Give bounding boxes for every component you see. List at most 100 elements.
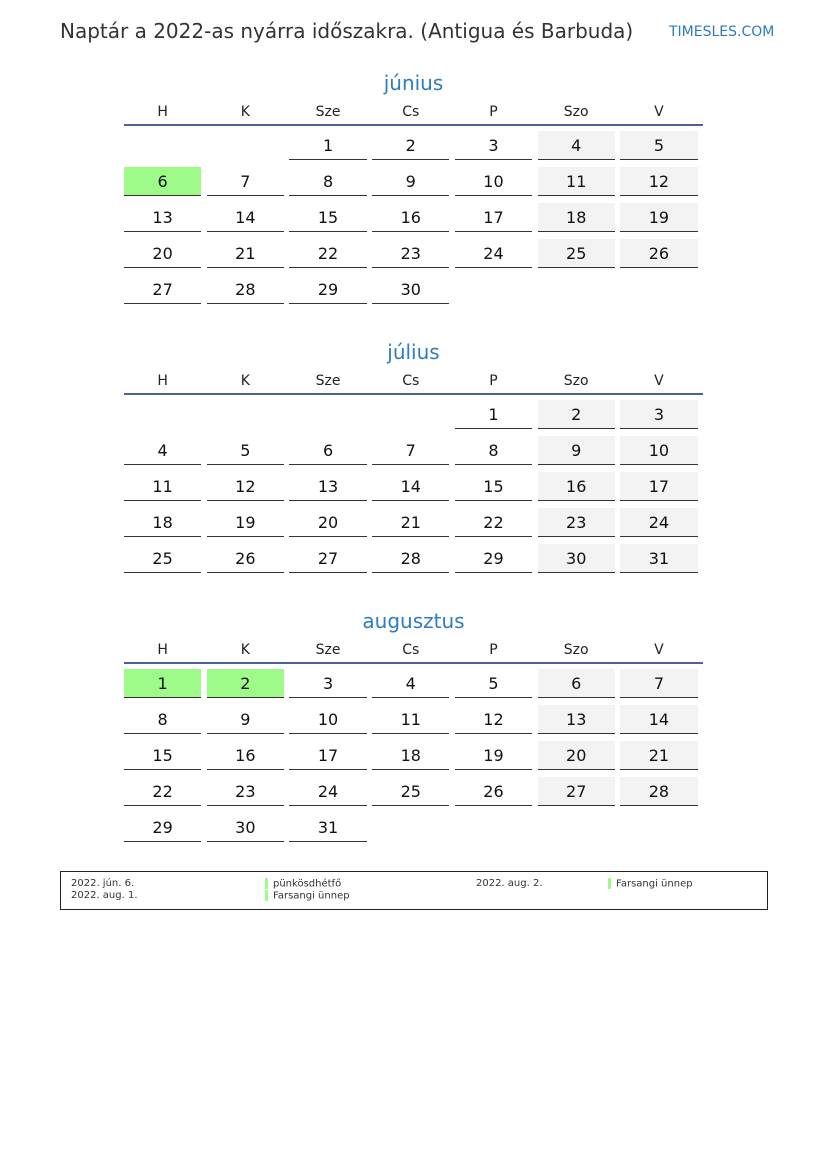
day-cell[interactable]: 1 — [124, 669, 202, 698]
day-cell[interactable]: 1 — [454, 400, 533, 429]
day-cell[interactable]: 18 — [372, 741, 450, 770]
day-cell[interactable]: 29 — [289, 275, 367, 304]
day-cell[interactable]: 25 — [124, 544, 202, 573]
day-cell[interactable]: 14 — [206, 203, 284, 232]
day-cell[interactable]: 6 — [537, 669, 615, 698]
day-cell[interactable]: 23 — [372, 239, 450, 268]
day-cell[interactable]: 29 — [124, 813, 202, 842]
day-cell[interactable]: 3 — [620, 400, 698, 429]
day-cell[interactable]: 18 — [537, 203, 615, 232]
day-cell[interactable]: 11 — [537, 167, 615, 196]
day-cell[interactable]: 1 — [289, 131, 367, 160]
day-cell[interactable]: 28 — [620, 777, 698, 806]
day-cell[interactable]: 25 — [372, 777, 450, 806]
day-cell[interactable]: 7 — [620, 669, 698, 698]
day-cell[interactable]: 29 — [454, 544, 533, 573]
day-cell[interactable]: 12 — [454, 705, 533, 734]
day-cell[interactable]: 2 — [537, 400, 615, 429]
day-cell[interactable]: 12 — [206, 472, 284, 501]
day-cell[interactable]: 14 — [372, 472, 450, 501]
day-cell[interactable]: 14 — [620, 705, 698, 734]
day-cell[interactable]: 8 — [454, 436, 533, 465]
day-cell[interactable]: 27 — [537, 777, 615, 806]
weekday-label: K — [240, 642, 250, 658]
day-cell[interactable]: 7 — [372, 436, 450, 465]
day-cell[interactable]: 17 — [289, 741, 367, 770]
day-cell[interactable]: 3 — [289, 669, 367, 698]
day-cell[interactable]: 2 — [372, 131, 450, 160]
day-cell[interactable]: 5 — [206, 436, 284, 465]
day-cell[interactable]: 23 — [537, 508, 615, 537]
day-cell[interactable]: 16 — [372, 203, 450, 232]
day-cell[interactable]: 22 — [124, 777, 202, 806]
day-cell[interactable]: 6 — [289, 436, 367, 465]
day-cell[interactable]: 18 — [124, 508, 202, 537]
day-cell[interactable]: 23 — [206, 777, 284, 806]
day-cell[interactable]: 11 — [372, 705, 450, 734]
day-cell[interactable]: 17 — [454, 203, 533, 232]
week-row: 11 12 13 14 15 16 17 — [124, 472, 703, 508]
day-cell[interactable]: 13 — [124, 203, 202, 232]
day-cell[interactable]: 22 — [289, 239, 367, 268]
day-cell[interactable]: 30 — [372, 275, 450, 304]
day-cell[interactable]: 6 — [124, 167, 202, 196]
day-cell[interactable]: 17 — [620, 472, 698, 501]
day-cell[interactable]: 30 — [537, 544, 615, 573]
day-cell[interactable]: 15 — [289, 203, 367, 232]
brand-link[interactable]: TIMESLES.COM — [669, 24, 775, 40]
day-cell[interactable]: 22 — [454, 508, 533, 537]
day-cell[interactable]: 20 — [289, 508, 367, 537]
day-cell[interactable]: 3 — [454, 131, 533, 160]
day-cell[interactable]: 26 — [620, 239, 698, 268]
day-cell[interactable]: 16 — [206, 741, 284, 770]
day-cell[interactable]: 5 — [620, 131, 698, 160]
day-cell[interactable]: 9 — [372, 167, 450, 196]
day-cell[interactable]: 9 — [537, 436, 615, 465]
day-cell[interactable]: 4 — [537, 131, 615, 160]
day-cell[interactable]: 19 — [206, 508, 284, 537]
day-cell[interactable]: 11 — [124, 472, 202, 501]
day-cell[interactable]: 4 — [124, 436, 202, 465]
day-cell[interactable]: 25 — [537, 239, 615, 268]
day-cell[interactable]: 20 — [537, 741, 615, 770]
day-cell[interactable]: 21 — [372, 508, 450, 537]
day-cell[interactable]: 24 — [289, 777, 367, 806]
day-cell[interactable]: 21 — [620, 741, 698, 770]
day-cell[interactable]: 13 — [289, 472, 367, 501]
day-cell[interactable]: 8 — [124, 705, 202, 734]
day-cell[interactable]: 31 — [620, 544, 698, 573]
day-cell[interactable]: 7 — [206, 167, 284, 196]
day-cell[interactable]: 16 — [537, 472, 615, 501]
day-cell[interactable]: 12 — [620, 167, 698, 196]
day-cell[interactable]: 21 — [206, 239, 284, 268]
day-cell[interactable]: 31 — [289, 813, 367, 842]
day-cell[interactable]: 9 — [206, 705, 284, 734]
day-cell — [372, 813, 449, 842]
day-cell[interactable]: 13 — [537, 705, 615, 734]
day-cell[interactable]: 30 — [206, 813, 284, 842]
day-cell[interactable]: 5 — [454, 669, 533, 698]
day-cell[interactable]: 20 — [124, 239, 202, 268]
day-cell[interactable]: 15 — [124, 741, 202, 770]
day-cell[interactable]: 27 — [289, 544, 367, 573]
weekday-label: H — [157, 373, 168, 389]
day-cell[interactable]: 10 — [289, 705, 367, 734]
day-cell[interactable]: 19 — [454, 741, 533, 770]
day-cell[interactable]: 24 — [620, 508, 698, 537]
day-cell[interactable]: 26 — [206, 544, 284, 573]
day-cell[interactable]: 8 — [289, 167, 367, 196]
week-row: 27 28 29 30 — [124, 275, 703, 311]
day-cell[interactable]: 10 — [620, 436, 698, 465]
day-cell[interactable]: 28 — [372, 544, 450, 573]
day-cell[interactable]: 24 — [454, 239, 533, 268]
weekday-label: K — [240, 104, 250, 120]
day-cell[interactable]: 19 — [620, 203, 698, 232]
day-cell[interactable]: 28 — [206, 275, 284, 304]
day-cell[interactable]: 4 — [372, 669, 450, 698]
day-cell[interactable]: 26 — [454, 777, 533, 806]
month-title: augusztus — [362, 609, 465, 633]
day-cell[interactable]: 10 — [454, 167, 533, 196]
day-cell[interactable]: 2 — [206, 669, 284, 698]
day-cell[interactable]: 27 — [124, 275, 202, 304]
day-cell[interactable]: 15 — [454, 472, 533, 501]
